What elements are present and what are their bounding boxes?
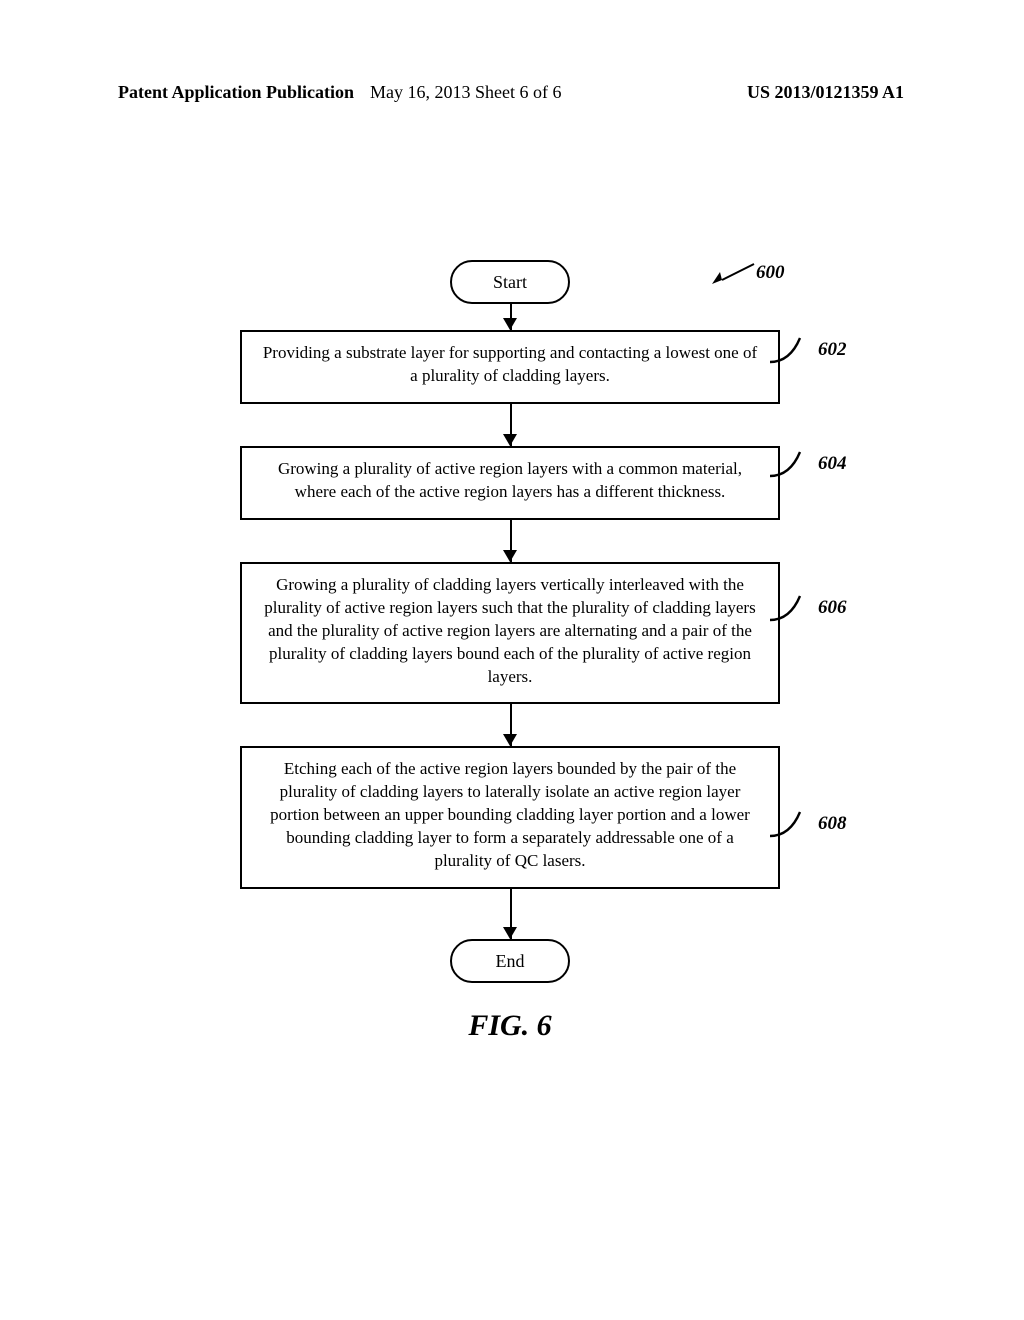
flow-node-label: Etching each of the active region layers… [270,759,750,870]
flow-node-label: End [496,951,525,972]
flow-node-label: Growing a plurality of cladding layers v… [264,575,755,686]
callout-curve-icon [768,446,818,482]
flow-node-label: Growing a plurality of active region lay… [278,459,742,501]
callout-606: 606 [768,590,847,626]
flow-node-end: End [450,939,570,983]
flow-node-label: Start [493,272,527,293]
callout-label: 608 [818,813,847,835]
callout-label: 604 [818,453,847,475]
callout-label: 606 [818,597,847,619]
callout-602: 602 [768,332,847,368]
callout-label: 602 [818,339,847,361]
callout-label: 600 [756,262,785,284]
callout-curve-icon [768,590,818,626]
figure-caption: FIG. 6 [150,1009,870,1043]
flow-node-606: Growing a plurality of cladding layers v… [240,562,780,705]
callout-curve-icon [768,332,818,368]
callout-arrow-icon [710,260,756,286]
callout-600: 600 [710,260,785,286]
flow-node-start: Start [450,260,570,304]
header-pub-number: US 2013/0121359 A1 [747,82,904,103]
callout-604: 604 [768,446,847,482]
flow-node-608: Etching each of the active region layers… [240,746,780,889]
callout-curve-icon [768,806,818,842]
callout-608: 608 [768,806,847,842]
flow-node-602: Providing a substrate layer for supporti… [240,330,780,404]
flow-node-label: Providing a substrate layer for supporti… [263,343,757,385]
flow-node-604: Growing a plurality of active region lay… [240,446,780,520]
flowchart: 600 Start Providing a substrate layer fo… [150,260,870,1043]
header-source: Patent Application Publication [118,82,354,103]
header-date-sheet: May 16, 2013 Sheet 6 of 6 [370,82,561,103]
